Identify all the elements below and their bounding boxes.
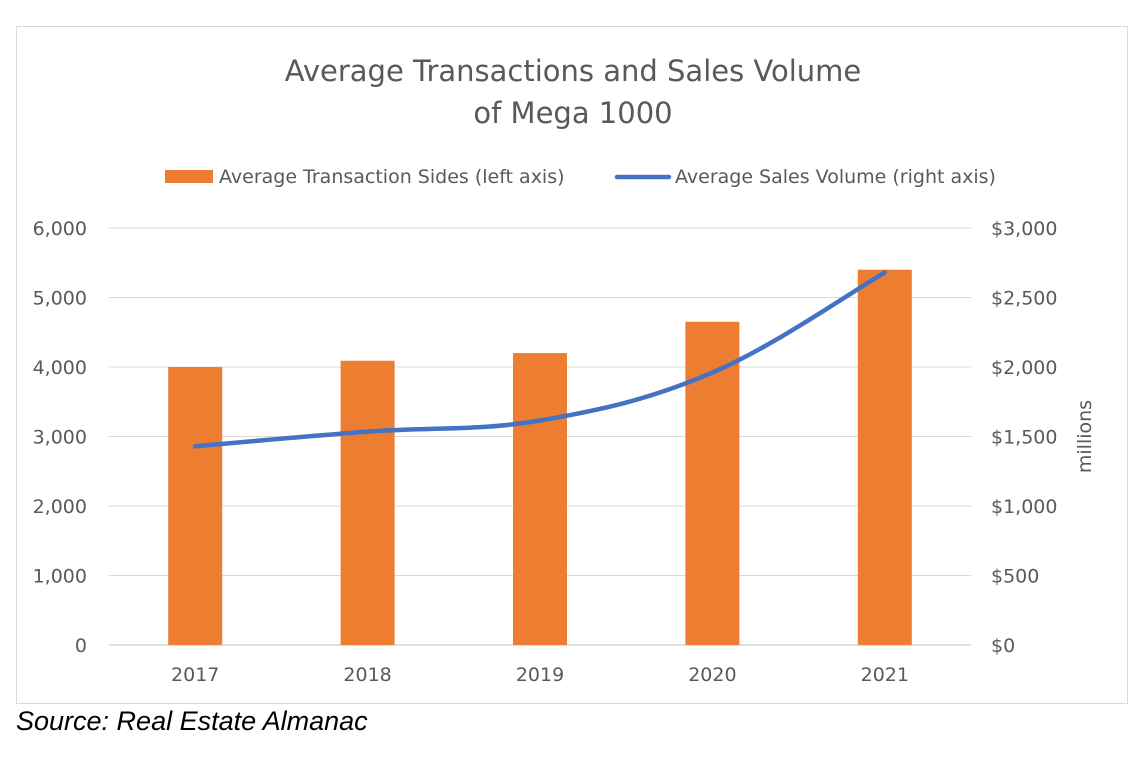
bar <box>513 353 567 645</box>
right-tick-label: $1,500 <box>991 427 1057 449</box>
x-tick-label: 2021 <box>861 664 909 686</box>
right-tick-label: $2,000 <box>991 357 1057 379</box>
left-tick-label: 2,000 <box>33 496 87 518</box>
legend-label: Average Sales Volume (right axis) <box>675 166 996 188</box>
right-tick-label: $0 <box>991 635 1015 657</box>
bar <box>168 367 223 645</box>
line-series <box>192 270 888 449</box>
right-tick-label: $500 <box>991 566 1039 588</box>
right-axis: $0 $500 $1,000 $1,500 $2,000 $2,500 $3,000 mill… <box>991 218 1096 657</box>
bar <box>340 360 395 645</box>
right-tick-label: $2,500 <box>991 288 1057 310</box>
bar-series <box>168 269 912 645</box>
left-tick-label: 6,000 <box>33 218 87 240</box>
chart-title-line: Average Transactions and Sales Volume <box>285 54 862 88</box>
chart-legend: Average Transaction Sides (left axis) Ave… <box>165 166 996 188</box>
bar <box>685 321 740 645</box>
chart-frame: Average Transactions and Sales Volume of … <box>16 26 1128 704</box>
left-tick-label: 5,000 <box>33 288 87 310</box>
right-tick-label: $1,000 <box>991 496 1057 518</box>
left-tick-label: 3,000 <box>33 427 87 449</box>
chart-title-line: of Mega 1000 <box>473 96 672 130</box>
left-tick-label: 1,000 <box>33 566 87 588</box>
left-tick-label: 0 <box>75 635 87 657</box>
x-tick-label: 2017 <box>171 664 219 686</box>
chart-title: Average Transactions and Sales Volume of … <box>285 54 862 130</box>
source-note: Source: Real Estate Almanac <box>16 706 368 736</box>
legend-label: Average Transaction Sides (left axis) <box>219 166 565 188</box>
x-tick-label: 2020 <box>688 664 736 686</box>
left-axis: 0 1,000 2,000 3,000 4,000 5,000 6,000 <box>33 218 87 657</box>
legend-swatch-bar <box>165 170 213 183</box>
right-tick-label: $3,000 <box>991 218 1057 240</box>
x-axis: 2017 2018 2019 2020 2021 <box>171 664 909 686</box>
bar <box>857 269 912 645</box>
chart-svg: Average Transactions and Sales Volume of … <box>33 54 1096 686</box>
x-tick-label: 2018 <box>343 664 391 686</box>
left-tick-label: 4,000 <box>33 357 87 379</box>
right-axis-label: millions <box>1074 400 1096 473</box>
x-tick-label: 2019 <box>516 664 564 686</box>
